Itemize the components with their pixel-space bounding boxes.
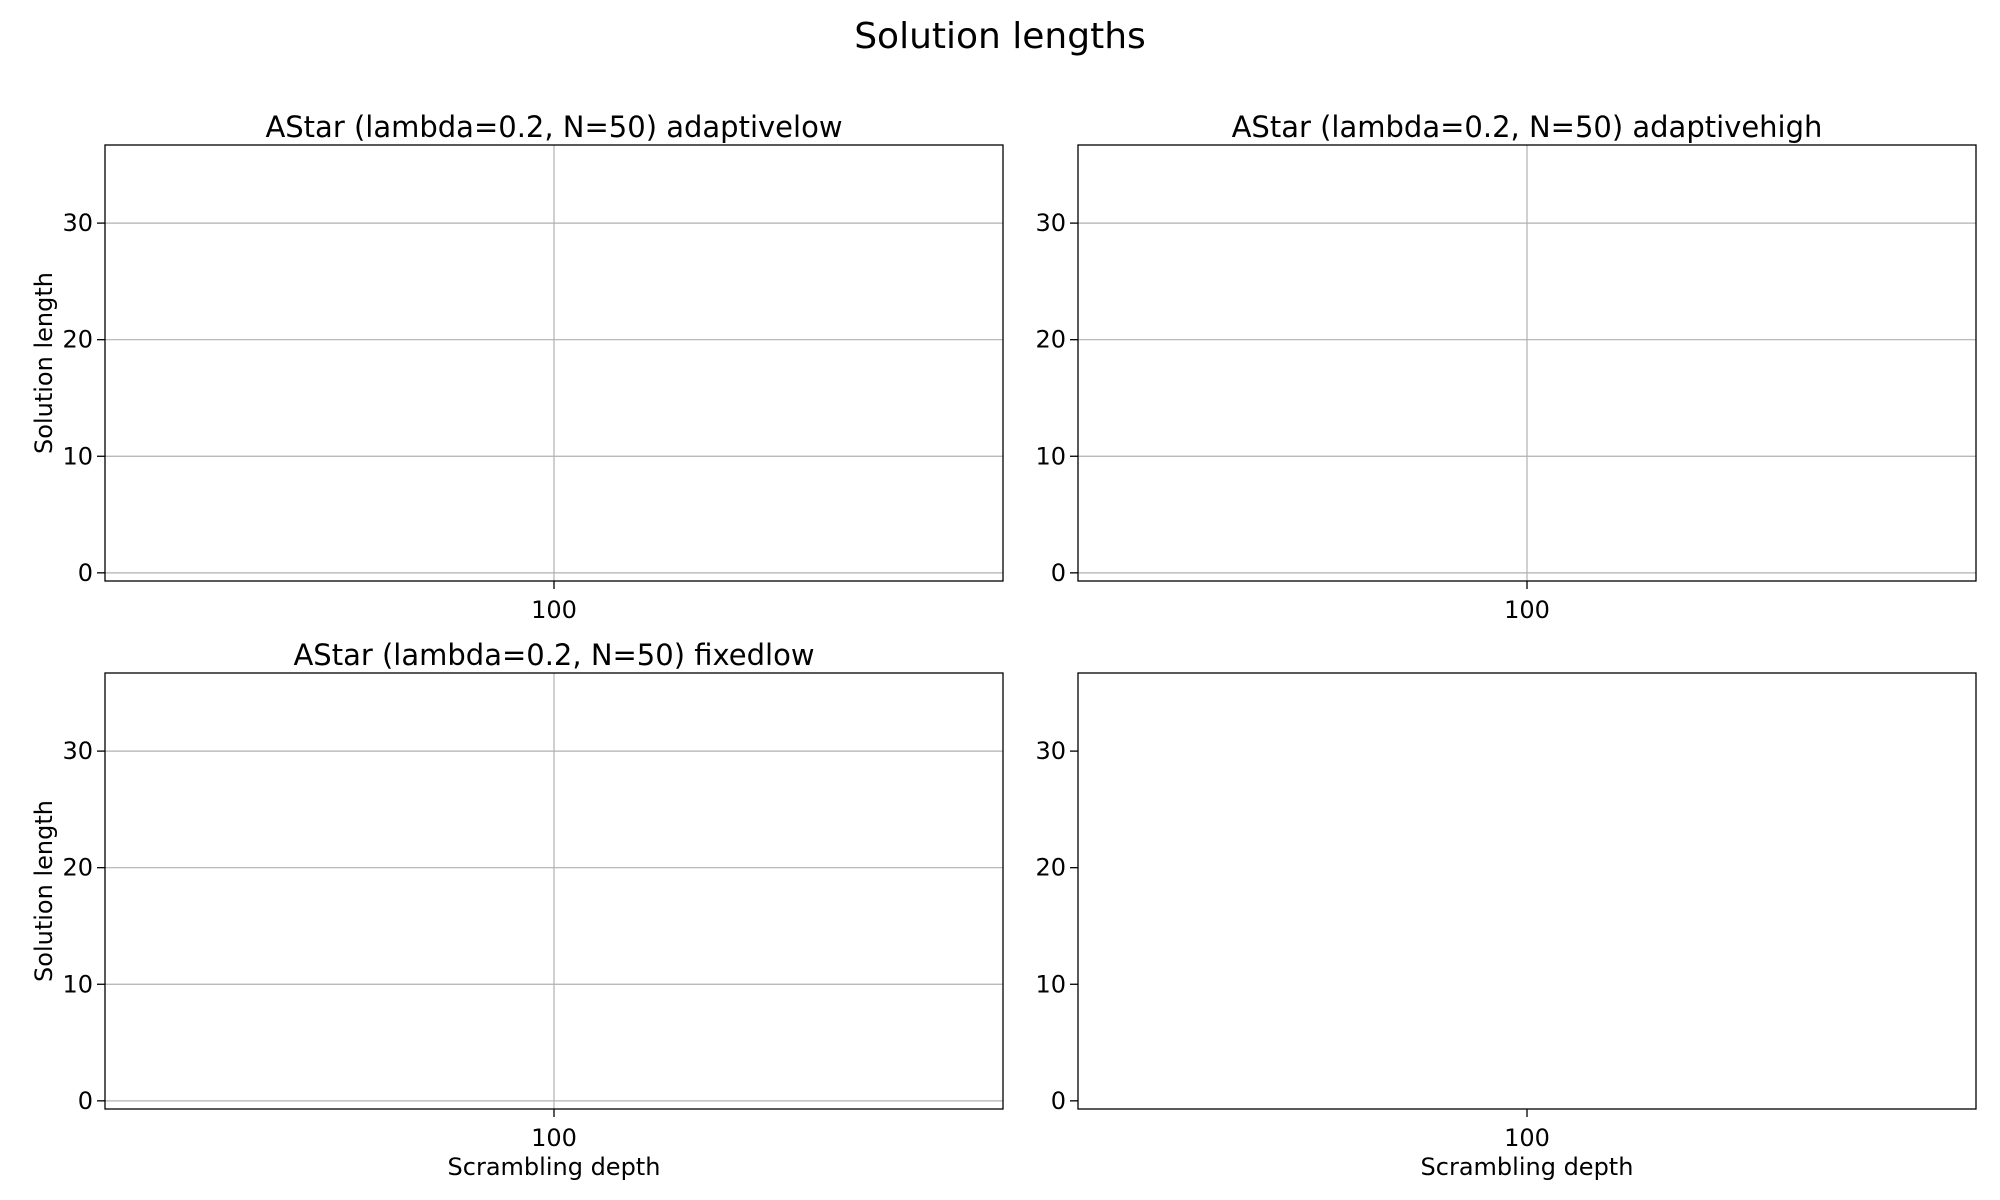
y-axis-label: Solution length	[30, 272, 58, 454]
y-tick-label: 30	[1035, 209, 1066, 237]
x-tick-label: 100	[1504, 1124, 1550, 1152]
y-tick-label: 0	[78, 1087, 93, 1115]
figure-title: Solution lengths	[854, 16, 1146, 57]
y-axis-label: Solution length	[30, 800, 58, 982]
y-tick-label: 0	[78, 559, 93, 587]
subplot-3: 0 10 20 30 100 AStar (lambda=0.2, N=50) fixed…	[30, 638, 1004, 1181]
y-tick-label: 30	[1035, 737, 1066, 765]
y-tick-label: 10	[62, 442, 93, 470]
y-tick-label: 0	[1051, 559, 1066, 587]
y-tick-label: 30	[62, 737, 93, 765]
subplot-title: AStar (lambda=0.2, N=50) adaptivelow	[265, 110, 842, 144]
subplot-title: AStar (lambda=0.2, N=50) adaptivehigh	[1232, 110, 1823, 144]
subplot-2: 0 10 20 30 100 AStar (lambda=0.2, N=50) adapt…	[1035, 110, 1977, 624]
y-tick-label: 20	[1035, 854, 1066, 882]
y-tick-label: 20	[1035, 326, 1066, 354]
x-axis-label: Scrambling depth	[448, 1153, 661, 1181]
y-tick-label: 20	[62, 326, 93, 354]
x-axis-label: Scrambling depth	[1421, 1153, 1634, 1181]
y-tick-label: 20	[62, 854, 93, 882]
axes-frame	[1077, 672, 1977, 1110]
y-tick-label: 0	[1051, 1087, 1066, 1115]
y-tick-label: 30	[62, 209, 93, 237]
subplot-1: 0 10 20 30 100 AStar (lambda=0.2, N=50) adapt…	[30, 110, 1004, 624]
x-tick-label: 100	[531, 596, 577, 624]
y-tick-label: 10	[1035, 442, 1066, 470]
y-tick-label: 10	[1035, 970, 1066, 998]
x-tick-label: 100	[531, 1124, 577, 1152]
subplot-title: AStar (lambda=0.2, N=50) fixedlow	[293, 638, 814, 672]
y-tick-label: 10	[62, 970, 93, 998]
x-tick-label: 100	[1504, 596, 1550, 624]
